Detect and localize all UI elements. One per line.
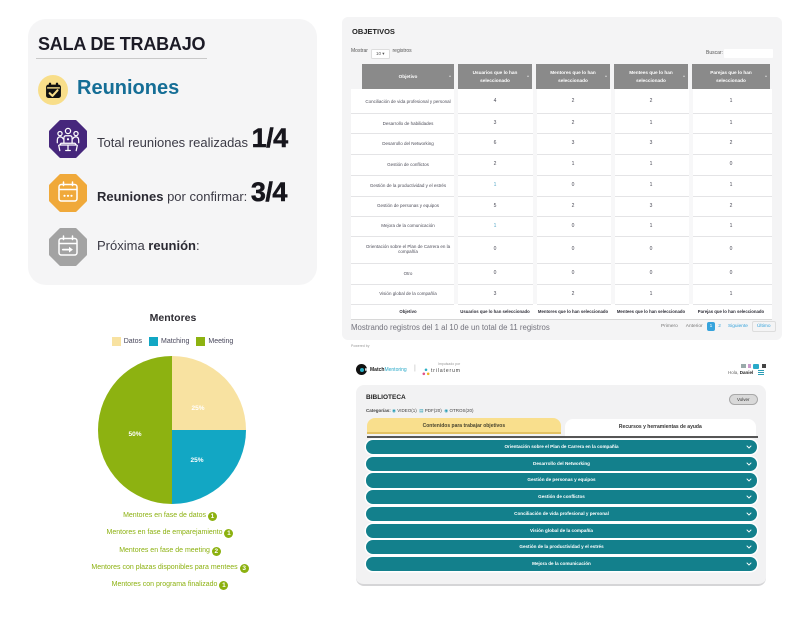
svg-text:50%: 50% (128, 431, 141, 438)
svg-text:25%: 25% (190, 457, 203, 464)
svg-text:25%: 25% (191, 405, 204, 412)
